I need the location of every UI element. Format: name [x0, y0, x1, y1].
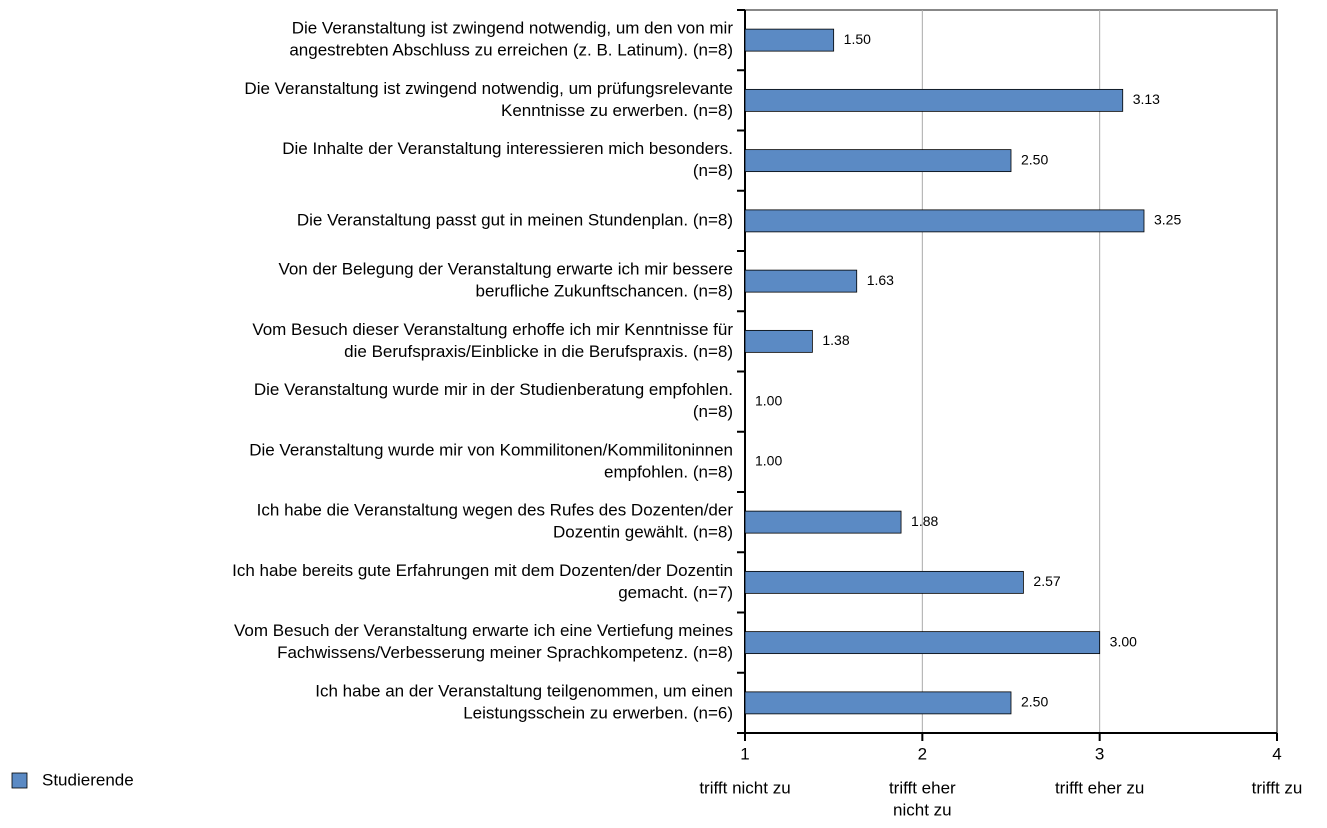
value-label: 2.50: [1021, 694, 1048, 710]
category-label: Dozentin gewählt. (n=8): [553, 523, 733, 542]
category-label: Die Inhalte der Veranstaltung interessie…: [282, 139, 733, 158]
value-label: 1.63: [867, 272, 894, 288]
x-tick-label: 2: [918, 744, 927, 763]
category-label: Leistungsschein zu erwerben. (n=6): [463, 703, 733, 722]
category-label: Vom Besuch dieser Veranstaltung erhoffe …: [252, 320, 733, 339]
category-label: empfohlen. (n=8): [604, 462, 733, 481]
bar: [744, 88, 1124, 112]
value-label: 1.50: [844, 31, 871, 47]
bar: [744, 269, 858, 293]
category-label: Fachwissens/Verbesserung meiner Sprachko…: [277, 643, 733, 662]
category-label: Ich habe an der Veranstaltung teilgenomm…: [315, 681, 733, 700]
x-tick-label: 4: [1272, 744, 1281, 763]
value-label: 1.00: [755, 453, 782, 469]
bar: [744, 691, 1012, 715]
value-label: 1.38: [822, 332, 849, 348]
scale-label: nicht zu: [893, 800, 952, 819]
category-label: Die Veranstaltung wurde mir in der Studi…: [254, 380, 733, 399]
bar: [744, 149, 1012, 173]
bar: [744, 631, 1101, 655]
bar: [744, 28, 835, 52]
category-label: Die Veranstaltung wurde mir von Kommilit…: [249, 440, 733, 459]
category-label: angestrebten Abschluss zu erreichen (z. …: [289, 41, 733, 60]
legend-label: Studierende: [42, 770, 134, 789]
category-label: (n=8): [693, 161, 733, 180]
value-label: 2.50: [1021, 151, 1048, 167]
category-label: Kenntnisse zu erwerben. (n=8): [501, 101, 733, 120]
value-label: 3.13: [1133, 91, 1160, 107]
value-label: 3.00: [1110, 633, 1137, 649]
category-label: Vom Besuch der Veranstaltung erwarte ich…: [234, 621, 733, 640]
category-label: Die Veranstaltung ist zwingend notwendig…: [244, 79, 733, 98]
value-label: 3.25: [1154, 212, 1181, 228]
value-label: 1.00: [755, 392, 782, 408]
bar: [744, 209, 1145, 233]
bar: [744, 570, 1024, 594]
category-label: Ich habe die Veranstaltung wegen des Ruf…: [257, 501, 734, 520]
x-tick-label: 3: [1095, 744, 1104, 763]
category-label: (n=8): [693, 402, 733, 421]
legend-swatch: [11, 772, 28, 789]
value-label: 2.57: [1033, 573, 1060, 589]
scale-label: trifft eher zu: [1055, 778, 1144, 797]
scale-label: trifft eher: [889, 778, 956, 797]
category-label: Die Veranstaltung passt gut in meinen St…: [297, 210, 733, 229]
bar: [744, 510, 902, 534]
scale-label: trifft nicht zu: [699, 778, 790, 797]
plot-frame: [744, 9, 1278, 734]
bar: [744, 329, 813, 353]
category-label: gemacht. (n=7): [618, 583, 733, 602]
category-label: berufliche Zukunftschancen. (n=8): [475, 282, 733, 301]
category-label: Von der Belegung der Veranstaltung erwar…: [278, 260, 733, 279]
value-label: 1.88: [911, 513, 938, 529]
category-label: Ich habe bereits gute Erfahrungen mit de…: [232, 561, 733, 580]
x-tick-label: 1: [740, 744, 749, 763]
category-label: Die Veranstaltung ist zwingend notwendig…: [292, 19, 734, 38]
category-label: die Berufspraxis/Einblicke in die Berufs…: [344, 342, 733, 361]
scale-label: trifft zu: [1252, 778, 1303, 797]
